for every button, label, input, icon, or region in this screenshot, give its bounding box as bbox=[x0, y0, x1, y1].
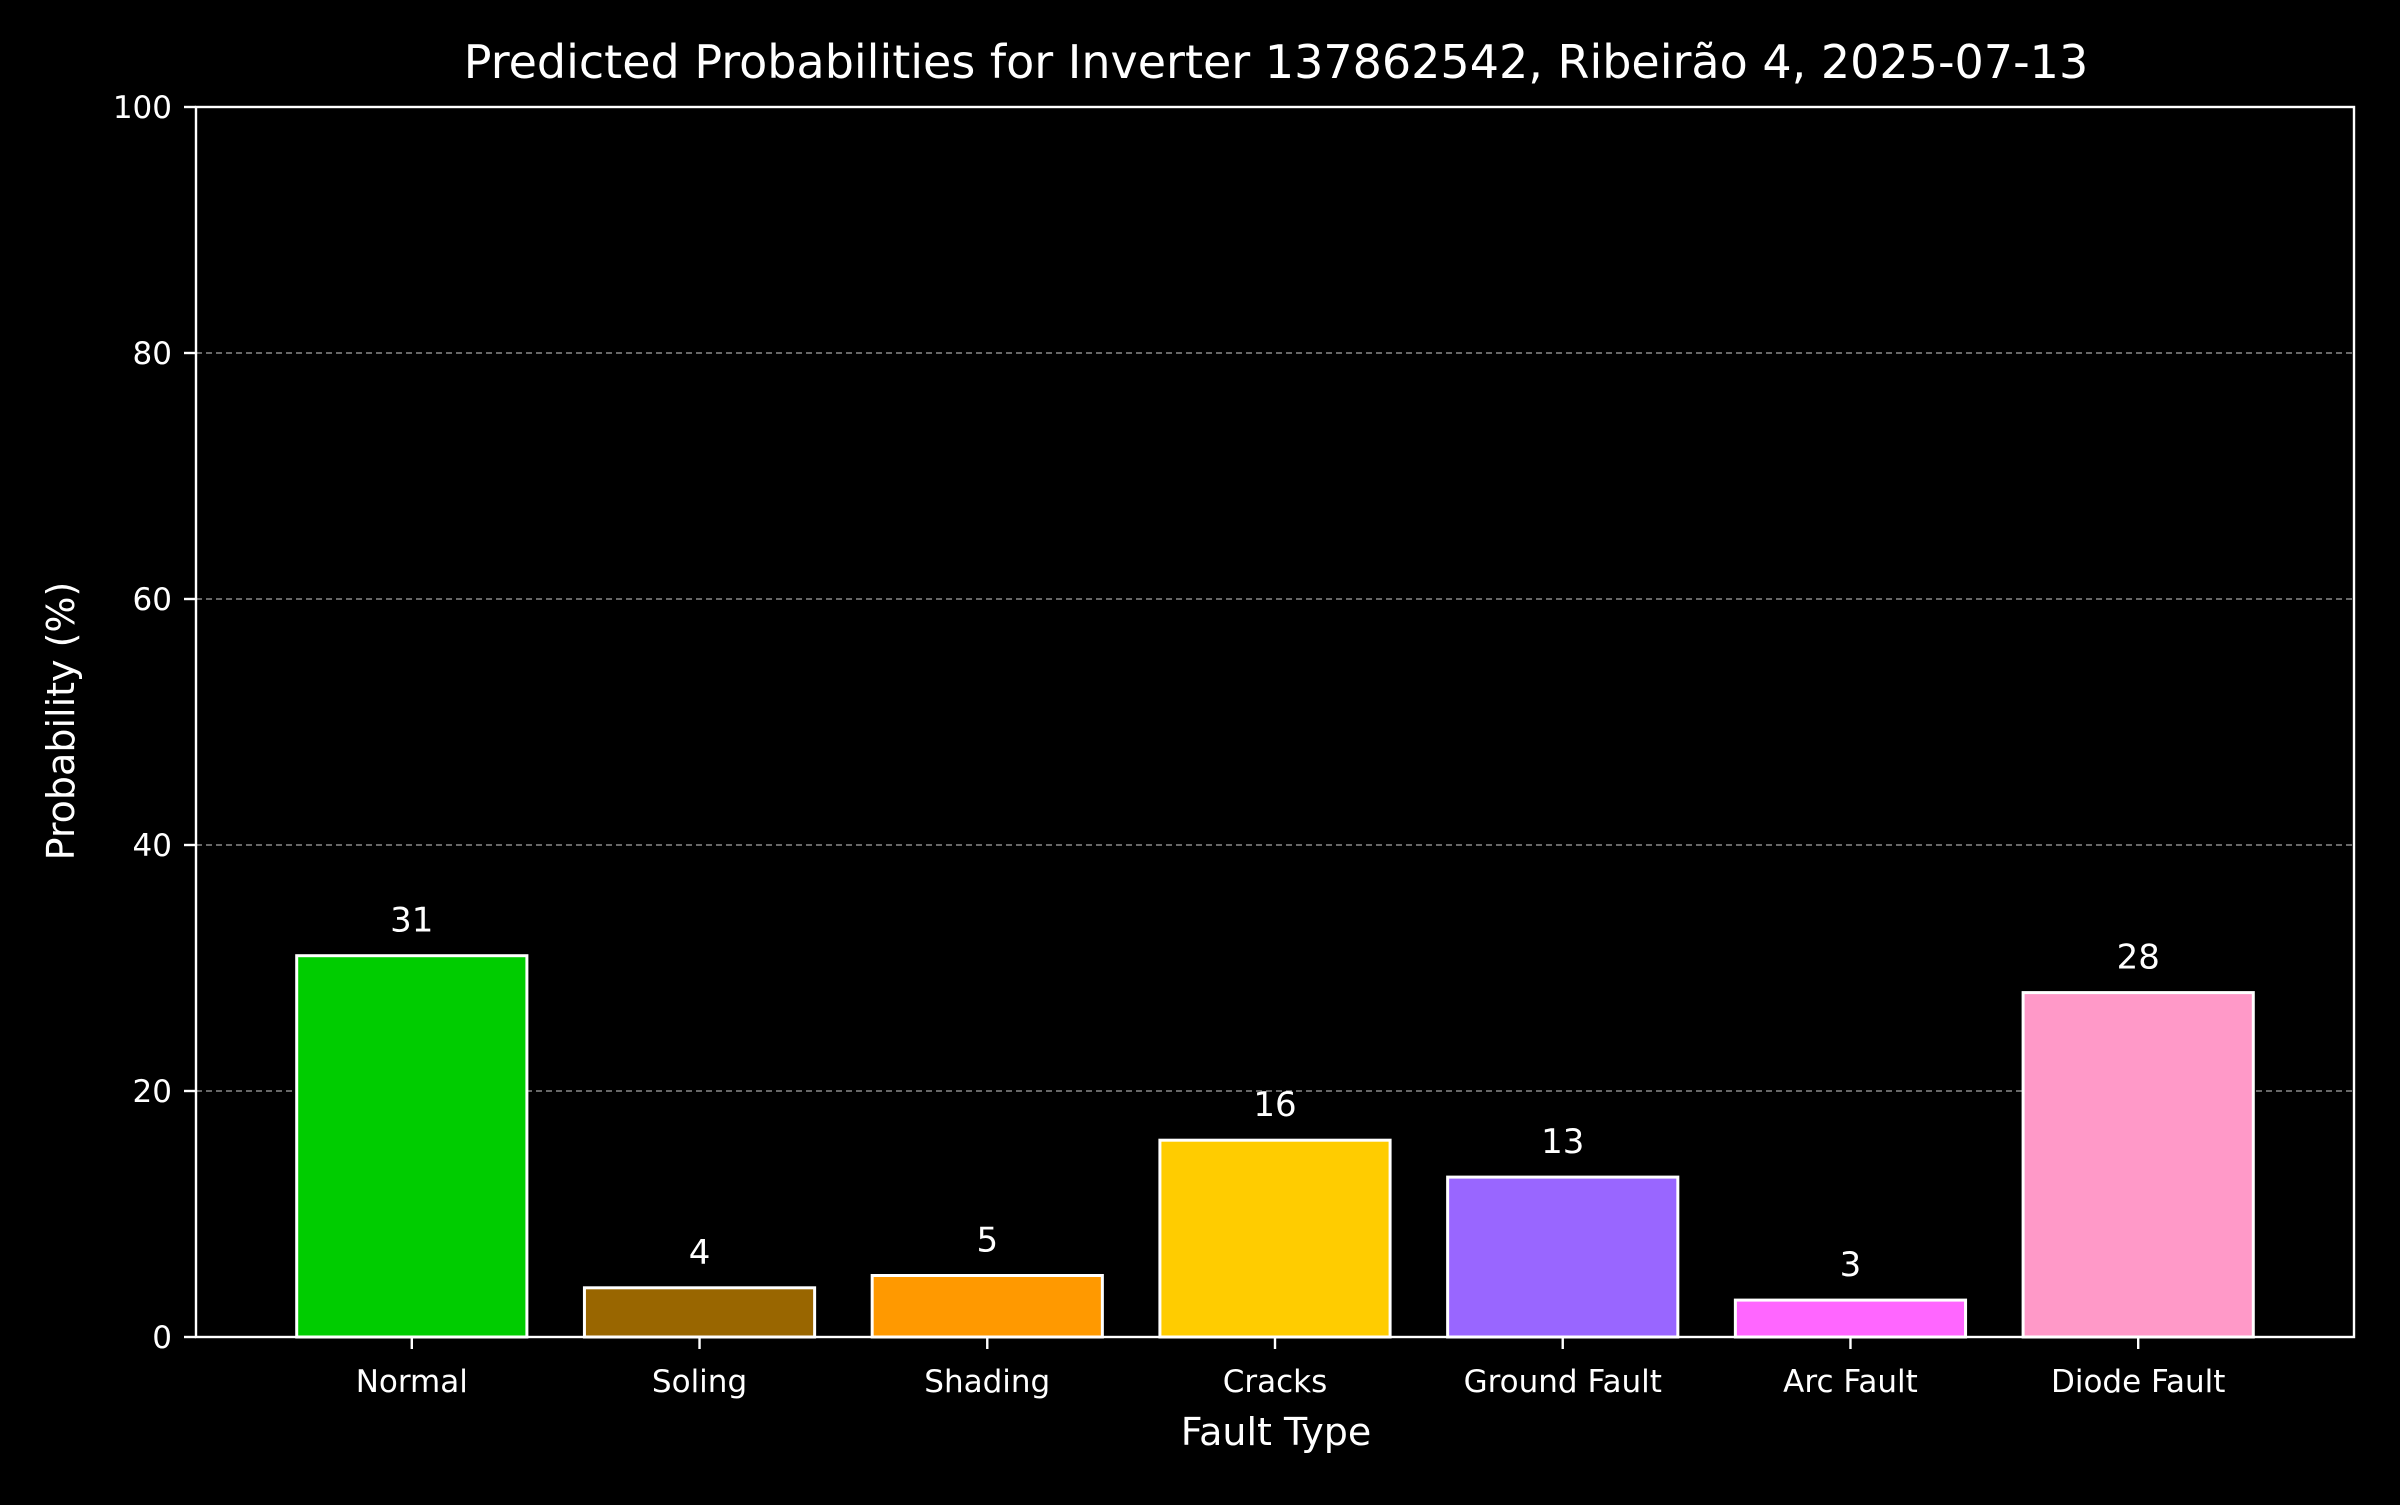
chart-title: Predicted Probabilities for Inverter 137… bbox=[464, 35, 2088, 89]
ticks: Normal Soling Shading Cracks Ground Fault Arc… bbox=[113, 90, 2226, 1400]
y-tick-label: 0 bbox=[152, 1320, 172, 1356]
bar-diode-fault bbox=[2021, 991, 2255, 1339]
data-labels: 31 4 5 16 13 3 28 bbox=[390, 901, 2160, 1285]
y-tick-label: 80 bbox=[133, 336, 172, 372]
bar-ground-fault bbox=[1446, 1175, 1680, 1339]
x-tick-label: Cracks bbox=[1223, 1364, 1328, 1400]
bars bbox=[295, 954, 2255, 1339]
data-label-cracks: 16 bbox=[1253, 1085, 1296, 1125]
y-tick-label: 20 bbox=[133, 1074, 172, 1110]
x-tick-label: Diode Fault bbox=[2051, 1364, 2225, 1400]
y-tick-label: 40 bbox=[133, 828, 172, 864]
x-tick-label: Normal bbox=[356, 1364, 468, 1400]
bar-normal bbox=[295, 954, 529, 1339]
x-tick-label: Arc Fault bbox=[1783, 1364, 1918, 1400]
data-label-shading: 5 bbox=[976, 1221, 998, 1261]
x-tick-label: Ground Fault bbox=[1464, 1364, 1662, 1400]
data-label-arc-fault: 3 bbox=[1840, 1245, 1862, 1285]
x-axis-label: Fault Type bbox=[1181, 1410, 1372, 1454]
y-tick-label: 100 bbox=[113, 90, 172, 126]
x-tick-label: Shading bbox=[924, 1364, 1050, 1400]
data-label-diode-fault: 28 bbox=[2117, 938, 2160, 978]
data-label-soling: 4 bbox=[689, 1233, 711, 1273]
bar-cracks bbox=[1158, 1138, 1392, 1339]
bar-shading bbox=[870, 1274, 1104, 1339]
x-tick-label: Soling bbox=[652, 1364, 747, 1400]
data-label-ground-fault: 13 bbox=[1541, 1122, 1584, 1162]
y-tick-label: 60 bbox=[133, 582, 172, 618]
data-label-normal: 31 bbox=[390, 901, 433, 941]
y-axis-label: Probability (%) bbox=[39, 582, 83, 861]
bar-arc-fault bbox=[1733, 1298, 1968, 1339]
bar-soling bbox=[582, 1286, 817, 1339]
